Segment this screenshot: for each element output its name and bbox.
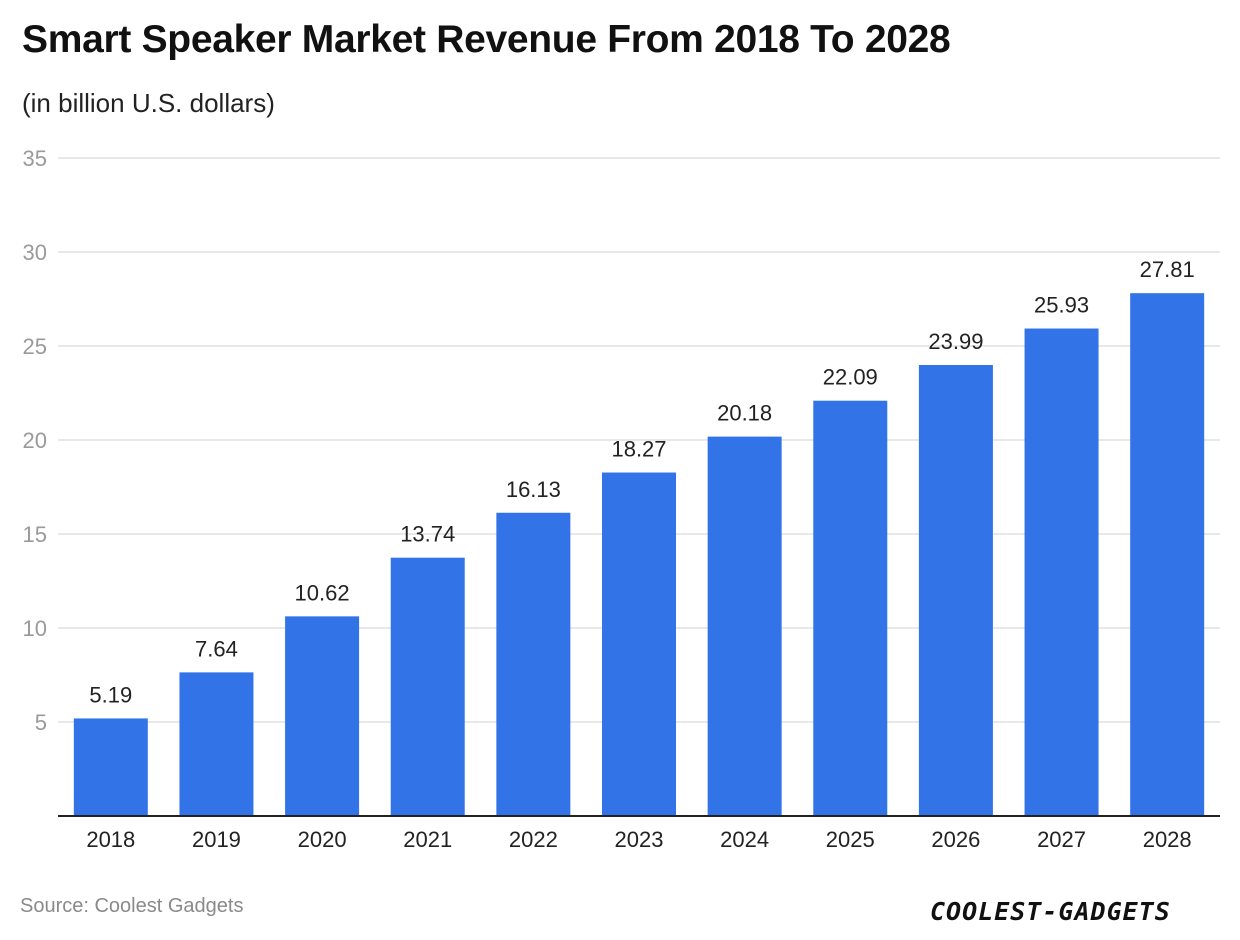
bar [918, 364, 993, 816]
x-tick-label: 2020 [298, 827, 347, 852]
data-label: 13.74 [400, 522, 455, 547]
bar [1024, 328, 1099, 816]
x-tick-label: 2019 [192, 827, 241, 852]
y-tick-label: 10 [23, 616, 47, 641]
brand-logo: COOLEST-GADGETS [930, 897, 1171, 926]
bar [496, 512, 571, 816]
data-label: 10.62 [295, 580, 350, 605]
x-tick-label: 2028 [1143, 827, 1192, 852]
y-tick-label: 5 [35, 710, 47, 735]
bar [602, 472, 676, 816]
source-note: Source: Coolest Gadgets [20, 895, 244, 917]
bar [1130, 293, 1205, 816]
data-label: 5.19 [89, 682, 132, 707]
bar [179, 672, 254, 816]
bar [285, 616, 360, 816]
data-label: 23.99 [928, 329, 983, 354]
x-tick-label: 2027 [1037, 827, 1086, 852]
y-tick-label: 25 [23, 334, 47, 359]
y-tick-label: 20 [23, 428, 47, 453]
bar [707, 436, 782, 816]
y-tick-label: 35 [23, 146, 47, 171]
data-label: 18.27 [611, 437, 666, 462]
y-tick-label: 30 [23, 240, 47, 265]
data-label: 25.93 [1034, 293, 1089, 318]
bar [813, 400, 888, 816]
chart-subtitle: (in billion U.S. dollars) [22, 88, 275, 118]
x-tick-label: 2018 [86, 827, 135, 852]
data-label: 7.64 [195, 636, 238, 661]
y-tick-label: 15 [23, 522, 47, 547]
y-axis-ticks: 5 10 15 20 25 30 35 [23, 146, 47, 735]
data-label: 27.81 [1140, 257, 1195, 282]
x-tick-label: 2024 [720, 827, 769, 852]
x-tick-label: 2025 [826, 827, 875, 852]
x-tick-label: 2021 [403, 827, 452, 852]
bar [390, 557, 465, 816]
chart-title: Smart Speaker Market Revenue From 2018 T… [22, 18, 951, 61]
data-label: 20.18 [717, 401, 772, 426]
x-tick-label: 2026 [931, 827, 980, 852]
x-axis-ticks: 2018 2019 2020 2021 2022 2023 2024 2025 2026 2027… [86, 827, 1191, 852]
bars [73, 293, 1205, 816]
data-labels: 5.19 7.64 10.62 13.74 16.13 18.27 20.18 22.09 23… [89, 257, 1194, 707]
x-tick-label: 2023 [615, 827, 664, 852]
data-label: 16.13 [506, 477, 561, 502]
data-label: 22.09 [823, 365, 878, 390]
x-tick-label: 2022 [509, 827, 558, 852]
bar [73, 718, 148, 816]
